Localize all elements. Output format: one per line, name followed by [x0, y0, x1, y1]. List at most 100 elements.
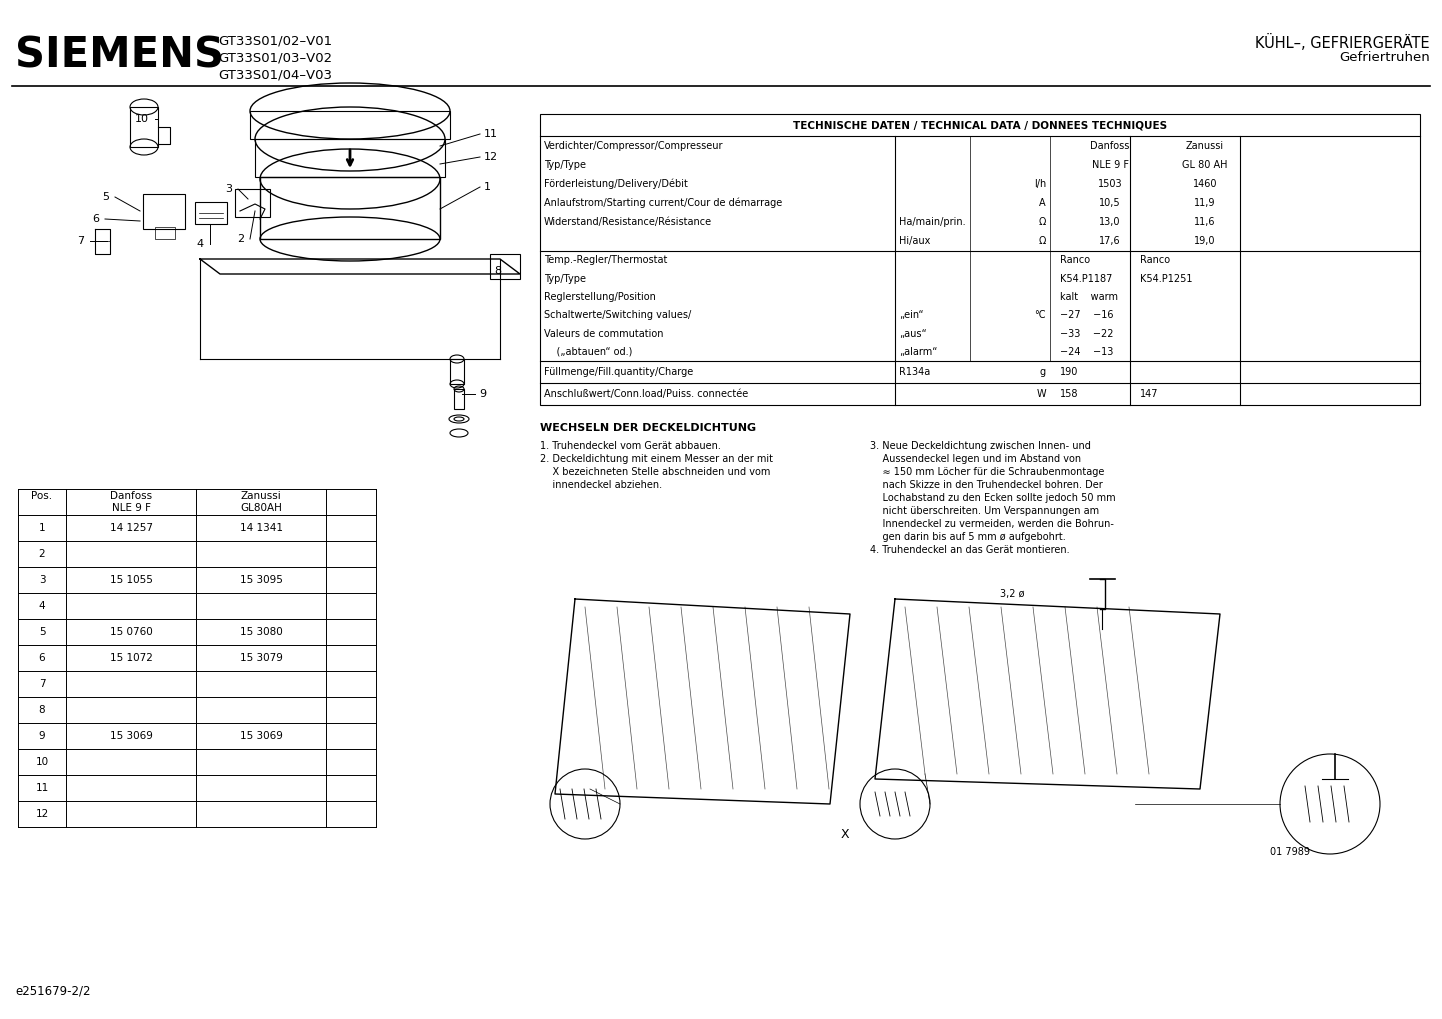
- Text: Gefriertruhen: Gefriertruhen: [1340, 51, 1430, 64]
- Text: NLE 9 F: NLE 9 F: [1092, 160, 1129, 170]
- Text: Lochabstand zu den Ecken sollte jedoch 50 mm: Lochabstand zu den Ecken sollte jedoch 5…: [870, 493, 1116, 503]
- Text: −24    −13: −24 −13: [1060, 346, 1113, 357]
- Text: W: W: [1037, 389, 1045, 399]
- Text: 10: 10: [36, 757, 49, 767]
- Text: Reglerstellung/Position: Reglerstellung/Position: [544, 291, 656, 302]
- Text: 2. Deckeldichtung mit einem Messer an der mit: 2. Deckeldichtung mit einem Messer an de…: [539, 454, 773, 464]
- Text: 15 3069: 15 3069: [239, 731, 283, 741]
- Text: 4: 4: [39, 601, 45, 611]
- Text: 15 1055: 15 1055: [110, 575, 153, 585]
- Text: 7: 7: [39, 679, 45, 689]
- Text: Verdichter/Compressor/Compresseur: Verdichter/Compressor/Compresseur: [544, 141, 724, 151]
- Text: Temp.-Regler/Thermostat: Temp.-Regler/Thermostat: [544, 255, 668, 265]
- Text: 3. Neue Deckeldichtung zwischen Innen- und: 3. Neue Deckeldichtung zwischen Innen- u…: [870, 441, 1092, 451]
- Text: Ω: Ω: [1038, 217, 1045, 227]
- Text: −27    −16: −27 −16: [1060, 310, 1113, 320]
- Bar: [143, 194, 185, 229]
- Text: NLE 9 F: NLE 9 F: [111, 503, 150, 513]
- Bar: [154, 227, 174, 239]
- Text: Anschlußwert/Conn.load/Puiss. connectée: Anschlußwert/Conn.load/Puiss. connectée: [544, 389, 748, 399]
- Text: l/h: l/h: [1034, 179, 1045, 189]
- Bar: [130, 107, 159, 147]
- Text: Aussendeckel legen und im Abstand von: Aussendeckel legen und im Abstand von: [870, 454, 1082, 464]
- Text: 3: 3: [225, 184, 232, 194]
- Text: R134a: R134a: [898, 367, 930, 377]
- Text: 6: 6: [39, 653, 45, 663]
- Text: 15 3080: 15 3080: [239, 627, 283, 637]
- Text: 1460: 1460: [1193, 179, 1217, 189]
- Bar: [260, 177, 440, 239]
- Text: innendeckel abziehen.: innendeckel abziehen.: [539, 480, 662, 490]
- Bar: [454, 389, 464, 409]
- Text: GL80AH: GL80AH: [239, 503, 283, 513]
- Text: 15 1072: 15 1072: [110, 653, 153, 663]
- Text: 2: 2: [39, 549, 45, 559]
- Text: WECHSELN DER DECKELDICHTUNG: WECHSELN DER DECKELDICHTUNG: [539, 423, 756, 433]
- Text: GT33S01/03–V02: GT33S01/03–V02: [218, 51, 332, 64]
- Bar: [235, 189, 270, 217]
- Text: 2: 2: [236, 234, 244, 244]
- Text: nicht überschreiten. Um Verspannungen am: nicht überschreiten. Um Verspannungen am: [870, 506, 1099, 516]
- Text: A: A: [1040, 198, 1045, 208]
- Text: Füllmenge/Fill.quantity/Charge: Füllmenge/Fill.quantity/Charge: [544, 367, 694, 377]
- Text: 5: 5: [102, 192, 110, 202]
- Text: 147: 147: [1141, 389, 1158, 399]
- Text: 4: 4: [198, 239, 203, 249]
- Text: GT33S01/04–V03: GT33S01/04–V03: [218, 68, 332, 81]
- Bar: [450, 359, 464, 384]
- Text: 1: 1: [485, 182, 490, 192]
- Text: Pos.: Pos.: [32, 491, 52, 501]
- Text: 14 1257: 14 1257: [110, 523, 153, 533]
- Text: Zanussi: Zanussi: [241, 491, 281, 501]
- Text: Anlaufstrom/Starting current/Cour de démarrage: Anlaufstrom/Starting current/Cour de dém…: [544, 198, 782, 208]
- Text: K54.P1187: K54.P1187: [1060, 273, 1112, 283]
- Text: 15 3069: 15 3069: [110, 731, 153, 741]
- Text: 10,5: 10,5: [1099, 198, 1120, 208]
- Text: 12: 12: [485, 152, 497, 162]
- Text: 9: 9: [39, 731, 45, 741]
- Text: Förderleistung/Delivery/Débit: Förderleistung/Delivery/Débit: [544, 178, 688, 190]
- Text: 11,6: 11,6: [1194, 217, 1216, 227]
- Text: 15 0760: 15 0760: [110, 627, 153, 637]
- Text: 01 7989: 01 7989: [1270, 847, 1309, 857]
- Text: nach Skizze in den Truhendeckel bohren. Der: nach Skizze in den Truhendeckel bohren. …: [870, 480, 1103, 490]
- Text: 8: 8: [495, 266, 502, 276]
- Text: −33    −22: −33 −22: [1060, 328, 1113, 338]
- Text: X bezeichneten Stelle abschneiden und vom: X bezeichneten Stelle abschneiden und vo…: [539, 467, 770, 477]
- Text: Ha/main/prin.: Ha/main/prin.: [898, 217, 966, 227]
- Text: Hi/aux: Hi/aux: [898, 236, 930, 247]
- Text: 1: 1: [39, 523, 45, 533]
- Text: 3: 3: [39, 575, 45, 585]
- Text: g: g: [1040, 367, 1045, 377]
- Text: 12: 12: [36, 809, 49, 819]
- Text: 11: 11: [36, 783, 49, 793]
- Text: „alarm“: „alarm“: [898, 346, 937, 357]
- Text: Valeurs de commutation: Valeurs de commutation: [544, 328, 663, 338]
- Text: 15 3095: 15 3095: [239, 575, 283, 585]
- Text: Typ/Type: Typ/Type: [544, 160, 585, 170]
- Text: 4. Truhendeckel an das Gerät montieren.: 4. Truhendeckel an das Gerät montieren.: [870, 545, 1070, 555]
- Bar: [249, 111, 450, 139]
- Text: Zanussi: Zanussi: [1185, 141, 1224, 151]
- Text: Ranco: Ranco: [1060, 255, 1090, 265]
- Bar: [539, 114, 1420, 405]
- Text: 1503: 1503: [1097, 179, 1122, 189]
- Text: 1. Truhendeckel vom Gerät abbauen.: 1. Truhendeckel vom Gerät abbauen.: [539, 441, 721, 451]
- Text: 10: 10: [136, 114, 149, 124]
- Text: 13,0: 13,0: [1099, 217, 1120, 227]
- Text: 11: 11: [485, 129, 497, 139]
- Text: Typ/Type: Typ/Type: [544, 273, 585, 283]
- Text: 9: 9: [479, 389, 486, 399]
- Text: 190: 190: [1060, 367, 1079, 377]
- Text: Schaltwerte/Switching values/: Schaltwerte/Switching values/: [544, 310, 691, 320]
- Text: 5: 5: [39, 627, 45, 637]
- Text: X: X: [841, 827, 849, 841]
- Text: 7: 7: [76, 236, 84, 246]
- Text: ≈ 150 mm Löcher für die Schraubenmontage: ≈ 150 mm Löcher für die Schraubenmontage: [870, 467, 1105, 477]
- Text: 15 3079: 15 3079: [239, 653, 283, 663]
- Text: „ein“: „ein“: [898, 310, 923, 320]
- Text: 14 1341: 14 1341: [239, 523, 283, 533]
- Text: 6: 6: [92, 214, 99, 224]
- Text: KÜHL–, GEFRIERGERÄTE: KÜHL–, GEFRIERGERÄTE: [1256, 34, 1430, 51]
- Text: GT33S01/02–V01: GT33S01/02–V01: [218, 34, 332, 47]
